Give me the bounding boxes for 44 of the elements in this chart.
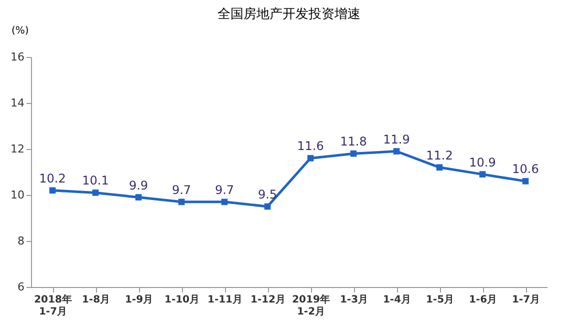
x-tick-label: 1-4月 [382,294,412,306]
y-tick-label: 8 [18,234,24,248]
x-tick-label: 1-8月 [82,294,110,306]
data-label: 10.2 [39,171,66,186]
point [178,198,185,206]
point [436,164,443,171]
data-label: 10.1 [82,174,109,188]
data-label: 11.6 [297,139,324,154]
x-tick-label: 1-7月 [512,294,540,306]
point [307,155,314,162]
data-label: 9.7 [172,182,192,197]
y-axis-title: (%) [12,26,29,36]
data-label: 10.9 [469,155,496,170]
x-tick-label: 1-9月 [124,294,154,306]
x-tick-label: 1-5月 [426,294,454,306]
data-label: 9.9 [128,178,148,192]
point [264,203,271,210]
y-tick-label: 16 [10,50,24,64]
point [393,148,400,154]
x-tick-label: 1-11月 [207,294,243,306]
data-label: 11.2 [426,148,453,162]
y-tick-label: 14 [10,96,24,110]
x-tick-label: 1-6月 [468,294,498,306]
point [135,194,142,200]
chart-title: 全国房地产开发投资增速 [218,6,360,22]
y-tick-label: 10 [10,188,24,202]
data-label: 9.7 [214,182,234,197]
x-tick-label: 1-12月 [250,294,286,306]
y-tick-label: 12 [10,142,24,156]
x-tick-label: 1-10月 [164,294,200,306]
y-tick-label: 6 [18,280,24,294]
point [350,150,357,157]
point [522,178,529,184]
data-label: 10.6 [512,162,539,176]
data-label: 9.5 [258,188,278,202]
data-label: 11.9 [383,132,410,146]
point [221,198,228,206]
point [479,171,486,178]
point [49,187,56,194]
x-tick-label: 2018年 1-7月 [34,294,72,318]
x-tick-label: 2019年 1-2月 [292,294,330,318]
x-tick-label: 1-3月 [340,294,368,306]
data-label: 11.8 [340,134,367,149]
point [92,190,99,196]
